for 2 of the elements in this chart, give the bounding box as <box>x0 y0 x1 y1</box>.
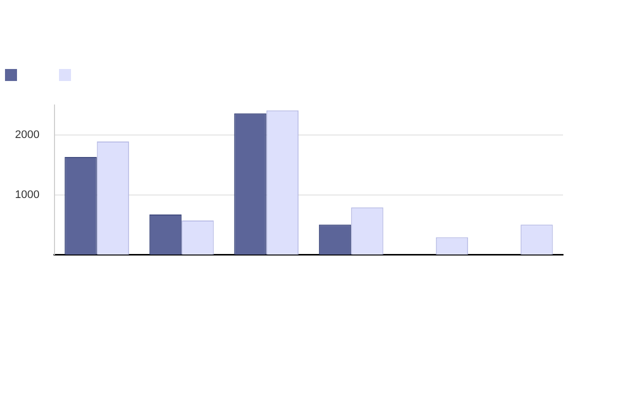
y-tick-label: 2000 <box>14 128 40 141</box>
y-tick-label: 1000 <box>14 188 40 201</box>
